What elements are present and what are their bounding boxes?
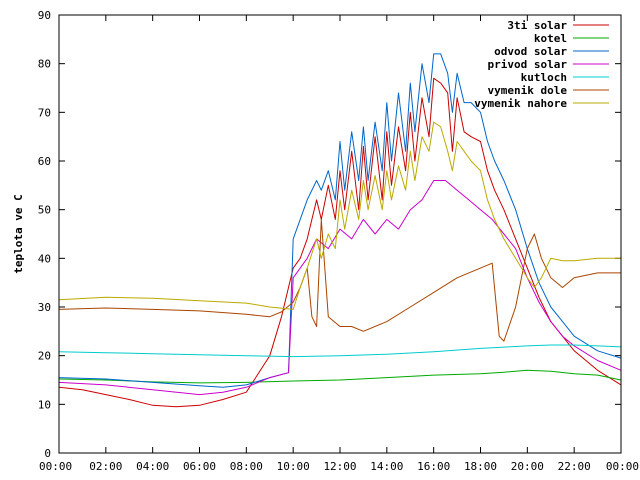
y-tick-label: 20 xyxy=(38,350,51,363)
series-line-vymenik-nahore xyxy=(58,121,621,310)
legend-label: odvod solar xyxy=(494,45,567,58)
x-tick-label: 08:00 xyxy=(230,460,263,473)
x-tick-label: 12:00 xyxy=(323,460,356,473)
y-tick-label: 80 xyxy=(38,58,51,71)
x-tick-label: 06:00 xyxy=(183,460,216,473)
legend-label: kotel xyxy=(534,32,567,45)
y-tick-label: 40 xyxy=(38,252,51,265)
legend-label: vymenik nahore xyxy=(474,97,567,110)
y-tick-label: 10 xyxy=(38,398,51,411)
series-line-kutloch xyxy=(58,344,622,358)
x-tick-label: 16:00 xyxy=(417,460,450,473)
x-tick-label: 18:00 xyxy=(464,460,497,473)
legend-label: kutloch xyxy=(521,71,567,84)
x-tick-label: 04:00 xyxy=(136,460,169,473)
legend-label: 3ti solar xyxy=(507,19,567,32)
series-line-privod-solar xyxy=(58,180,622,396)
x-tick-label: 14:00 xyxy=(370,460,403,473)
y-tick-label: 30 xyxy=(38,301,51,314)
axis-ticks: 0 10 20 30 40 50 60 70 80 90 00:00 02:00 04:00 06:00 0… xyxy=(38,9,639,473)
x-tick-label: 22:00 xyxy=(558,460,591,473)
y-tick-label: 50 xyxy=(38,204,51,217)
series-line-vymenik-dole xyxy=(58,218,621,342)
x-tick-label: 00:00 xyxy=(39,460,72,473)
series-line-kotel xyxy=(58,369,622,384)
x-tick-label: 10:00 xyxy=(277,460,310,473)
legend-label: privod solar xyxy=(488,58,568,71)
y-tick-label: 0 xyxy=(44,447,51,460)
legend-label: vymenik dole xyxy=(488,84,568,97)
x-tick-label: 20:00 xyxy=(511,460,544,473)
y-tick-label: 60 xyxy=(38,155,51,168)
x-tick-label: 02:00 xyxy=(89,460,122,473)
y-tick-label: 90 xyxy=(38,9,51,22)
plot-frame xyxy=(58,14,622,454)
y-axis-label: teplota ve C xyxy=(12,194,25,273)
x-tick-label: 00:00 xyxy=(606,460,639,473)
series-line-3ti-solar xyxy=(58,77,622,408)
y-tick-label: 70 xyxy=(38,106,51,119)
series-line-odvod-solar xyxy=(58,53,622,388)
series-lines xyxy=(58,53,622,408)
